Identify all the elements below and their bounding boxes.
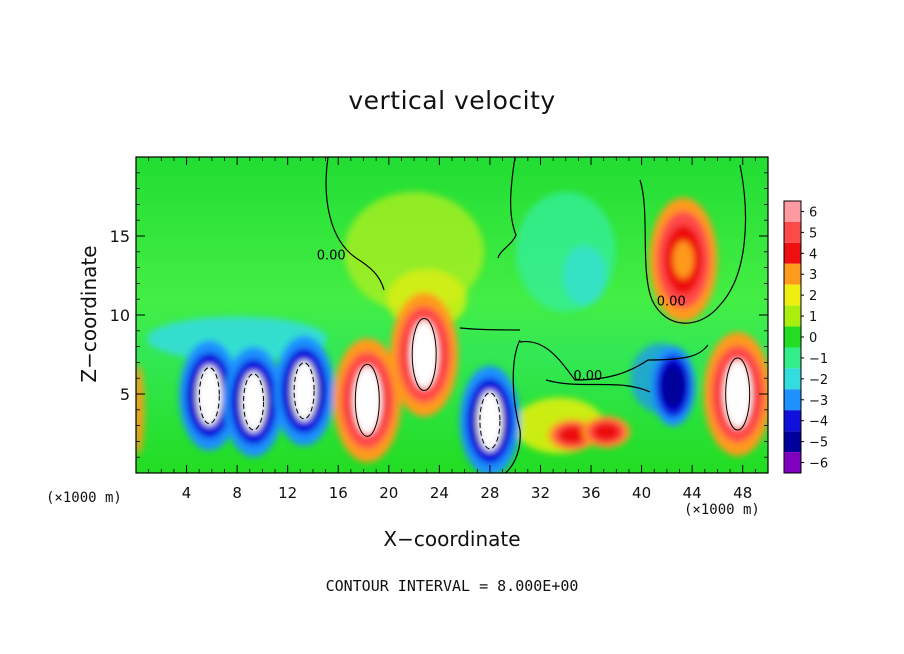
field-cell — [274, 335, 335, 446]
colorbar-swatch — [784, 263, 801, 285]
cell-core — [409, 320, 439, 389]
low-cyan-band — [147, 316, 328, 361]
x-tick-label: 4 — [182, 484, 192, 502]
x-axis-label: X−coordinate — [383, 527, 521, 551]
field-cell — [649, 197, 718, 322]
colorbar-swatch — [784, 389, 801, 411]
colorbar-label: 4 — [809, 247, 817, 262]
dashed-core-contour — [198, 367, 220, 425]
colorbar-swatch — [784, 347, 801, 369]
field-shading — [136, 191, 768, 473]
cell-core — [477, 390, 503, 452]
x-unit-label: (×1000 m) — [46, 490, 122, 506]
x-tick-label: 32 — [531, 484, 550, 502]
core-contour — [354, 363, 380, 437]
contour-lines — [325, 157, 747, 473]
core-outlines — [198, 318, 751, 450]
edge-warm-strip — [136, 364, 145, 455]
colorbar-swatch — [784, 221, 801, 243]
velocity-field — [136, 157, 768, 473]
colorbar-label: −3 — [809, 394, 828, 409]
field-cell — [703, 332, 768, 456]
field-cell — [223, 346, 284, 457]
x-axis: 4 8 12 16 20 24 28 32 36 40 44 48 — [148, 157, 756, 502]
colorbar-label: 0 — [809, 331, 817, 346]
cell-core — [564, 430, 580, 440]
cell-core — [240, 371, 267, 433]
colorbar-label: −1 — [809, 352, 828, 367]
y-axis: 5 10 15 — [110, 172, 768, 458]
colorbar-swatch — [784, 431, 801, 453]
field-cell — [582, 415, 631, 448]
colorbar-swatch — [784, 326, 801, 348]
field-cell — [651, 346, 696, 427]
contour-line — [519, 340, 709, 381]
core-contour — [411, 318, 437, 391]
colorbar-label: −2 — [809, 373, 828, 388]
contour-line — [325, 157, 385, 291]
colorbar-label: 2 — [809, 289, 817, 304]
chart-title: vertical velocity — [348, 86, 556, 115]
x-tick-label: 36 — [581, 484, 600, 502]
upper-cyan-region — [562, 245, 607, 306]
colorbar-swatch — [784, 284, 801, 306]
cell-core — [673, 241, 694, 279]
colorbar-label: 3 — [809, 268, 817, 283]
y-axis-label: Z−coordinate — [77, 245, 101, 383]
y-tick-label: 15 — [110, 227, 130, 246]
x-tick-label: 8 — [232, 484, 242, 502]
x-tick-label: 40 — [632, 484, 651, 502]
x-tick-label: 24 — [430, 484, 449, 502]
dashed-core-contour — [479, 392, 501, 450]
x-tick-label: 20 — [379, 484, 398, 502]
colorbar-label: −5 — [809, 436, 828, 451]
dashed-core-contour — [243, 373, 265, 431]
cell-core — [353, 366, 382, 435]
colorbar: 6 5 4 3 2 1 0 −1 −2 −3 −4 −5 −6 — [783, 200, 828, 474]
colorbar-swatch — [784, 305, 801, 327]
contour-interval-note: CONTOUR INTERVAL = 8.000E+00 — [325, 577, 579, 595]
contour-line — [459, 327, 521, 331]
field-cell — [179, 340, 240, 451]
x-tick-label: 44 — [683, 484, 702, 502]
x-unit-label-right: (×1000 m) — [684, 502, 760, 518]
colorbar-swatch — [784, 452, 801, 473]
dashed-core-contour — [293, 362, 315, 420]
contour-labels: 0.00 0.00 0.00 — [317, 249, 686, 384]
x-tick-label: 16 — [329, 484, 348, 502]
cell-core — [196, 365, 222, 426]
contour-line — [639, 164, 747, 324]
cell-core — [291, 360, 317, 422]
colorbar-label: 1 — [809, 310, 817, 325]
colorbar-swatch — [784, 368, 801, 390]
contour-line — [504, 339, 521, 473]
field-cell — [333, 338, 402, 463]
colorbar-label: 5 — [809, 226, 817, 241]
contour-line — [545, 379, 651, 393]
field-cell — [390, 292, 459, 417]
x-tick-label: 48 — [733, 484, 752, 502]
contour-line — [497, 157, 517, 259]
y-tick-label: 10 — [110, 306, 130, 325]
cell-core — [666, 374, 680, 399]
colorbar-label: −6 — [809, 457, 828, 472]
cell-core — [723, 359, 752, 429]
contour-label: 0.00 — [657, 295, 686, 310]
x-tick-label: 28 — [480, 484, 499, 502]
core-contour — [725, 357, 751, 431]
colorbar-label: −4 — [809, 415, 828, 430]
field-cell — [459, 365, 520, 473]
contour-label: 0.00 — [317, 249, 346, 264]
x-tick-label: 12 — [278, 484, 297, 502]
cell-core — [599, 427, 614, 437]
colorbar-label: 6 — [809, 205, 817, 220]
contour-label: 0.00 — [573, 369, 602, 384]
colorbar-swatch — [784, 201, 801, 222]
y-tick-label: 5 — [120, 385, 130, 404]
colorbar-swatch — [784, 410, 801, 432]
colorbar-swatch — [784, 242, 801, 264]
